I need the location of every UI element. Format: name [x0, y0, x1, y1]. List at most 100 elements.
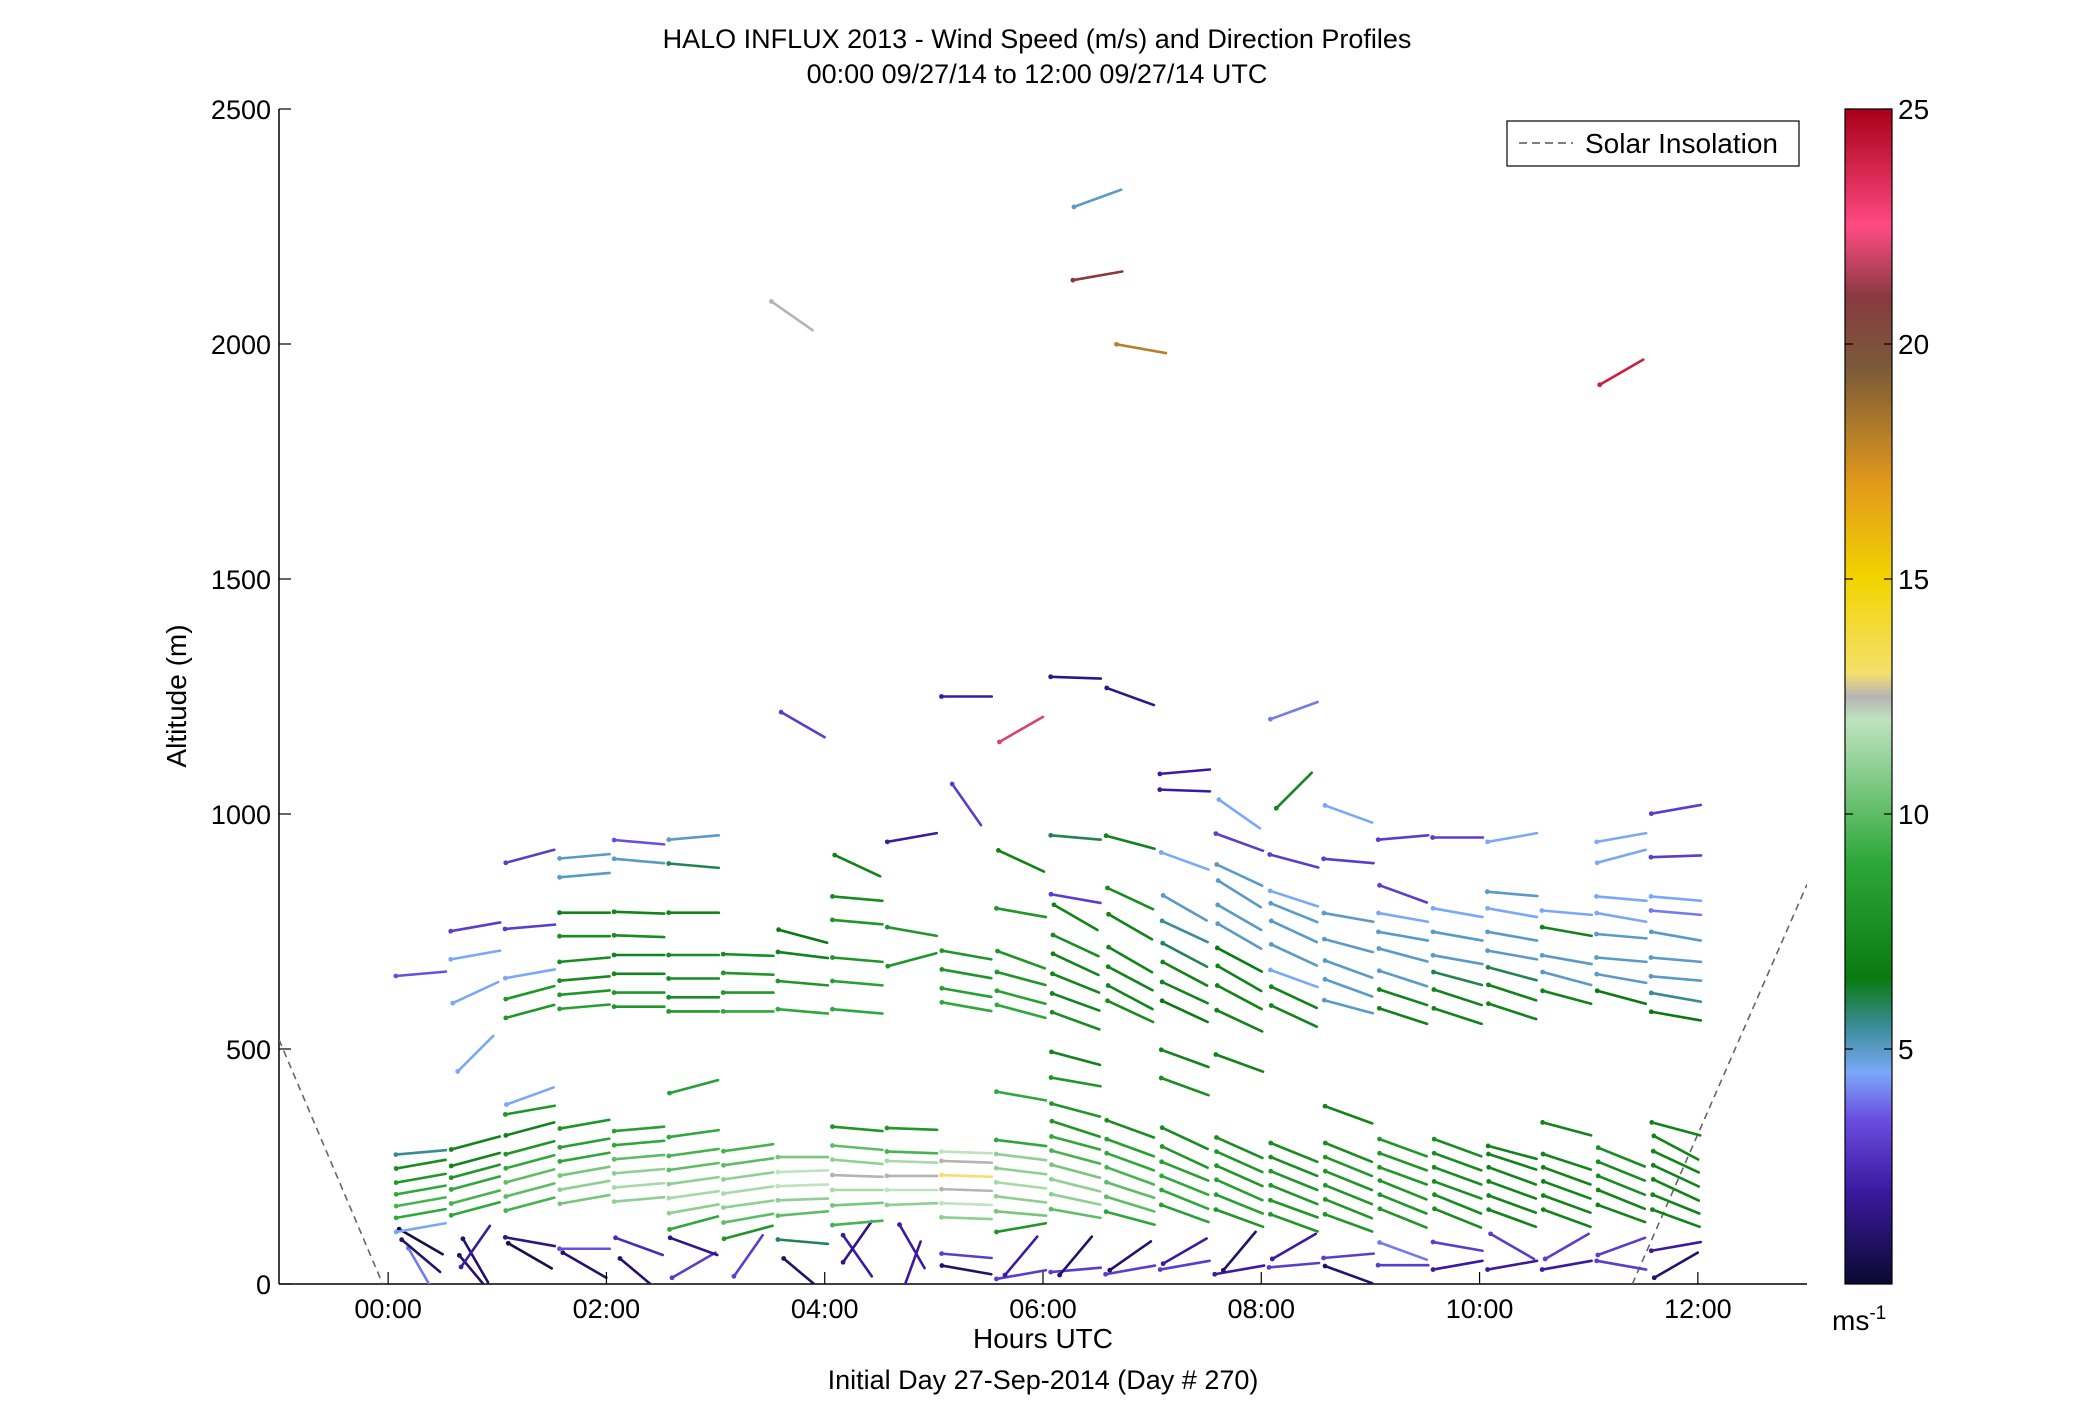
wind-vector-tail	[1651, 1275, 1657, 1281]
wind-vector-tail	[1322, 1211, 1328, 1217]
colorbar-tick-label: 20	[1898, 329, 1929, 360]
wind-vector-tail	[1594, 971, 1600, 977]
wind-vector-tail	[1159, 918, 1165, 924]
wind-vector-tail	[775, 978, 781, 984]
wind-vector	[1050, 1163, 1102, 1179]
wind-vector-tail	[1648, 894, 1654, 899]
wind-vector-tail	[611, 1170, 617, 1176]
wind-vector-tail	[560, 1250, 566, 1256]
wind-vector	[831, 979, 884, 987]
wind-vector-tail	[503, 1151, 509, 1157]
wind-vector	[1540, 1259, 1593, 1271]
wind-vector-tail	[557, 1006, 562, 1012]
wind-vector	[558, 989, 611, 997]
wind-vector-tail	[1104, 1117, 1110, 1123]
wind-vector	[1105, 1166, 1156, 1186]
wind-vector-tail	[1377, 1150, 1382, 1156]
wind-vector-tail	[666, 861, 672, 866]
wind-vector-tail	[830, 1143, 835, 1148]
wind-vector	[1049, 1076, 1102, 1088]
wind-vector	[1158, 788, 1212, 793]
y-axis-ticks: 0 500 1000 1500 2000 2500	[211, 95, 291, 1300]
wind-vector-tail	[939, 1158, 944, 1164]
wind-vector	[394, 1221, 447, 1234]
wind-vector	[1595, 895, 1648, 903]
wind-vector	[777, 928, 829, 944]
wind-vector-tail	[993, 1137, 999, 1143]
wind-vector-tail	[1049, 1118, 1055, 1124]
wind-vector	[400, 1238, 442, 1274]
wind-vector-tail	[1268, 1182, 1274, 1188]
legend-solar-label: Solar Insolation	[1585, 128, 1778, 159]
wind-vector	[504, 1154, 556, 1170]
wind-vector-tail	[1268, 1211, 1273, 1217]
wind-vector-tail	[721, 1220, 726, 1225]
wind-vector-tail	[1159, 1144, 1165, 1149]
chart-title: HALO INFLUX 2013 - Wind Speed (m/s) and …	[663, 24, 1412, 54]
wind-vector-tail	[1377, 1136, 1382, 1142]
wind-vector-tail	[1105, 885, 1110, 891]
wind-vector	[1160, 1145, 1209, 1170]
wind-vector	[1107, 945, 1154, 974]
wind-vector	[561, 1251, 608, 1280]
colorbar-unit: ms-1	[1832, 1303, 1886, 1336]
x-tick-label: 08:00	[1227, 1294, 1295, 1324]
wind-vector-tail	[1377, 882, 1382, 888]
wind-vector-tail	[1049, 1162, 1054, 1168]
wind-vector-tail	[1430, 952, 1436, 958]
wind-vector	[831, 1201, 884, 1207]
wind-vector	[612, 910, 666, 915]
wind-vector-tail	[503, 1165, 509, 1171]
wind-vector-tail	[1048, 891, 1054, 897]
wind-vector	[1377, 988, 1429, 1007]
wind-vector-tail	[1431, 1136, 1437, 1142]
wind-vector-tail	[994, 1002, 1000, 1008]
wind-vector-tail	[1430, 1239, 1436, 1245]
wind-vector	[1323, 937, 1375, 954]
wind-vector	[1216, 964, 1263, 993]
wind-vector	[504, 1104, 557, 1116]
legend-box	[1506, 120, 1800, 167]
wind-vector	[782, 1257, 817, 1284]
wind-vector	[1651, 1178, 1701, 1202]
wind-vector-tail	[667, 1235, 673, 1241]
wind-vector	[1378, 1166, 1429, 1186]
wind-vector	[504, 1121, 556, 1137]
wind-vector-tail	[1377, 1192, 1383, 1198]
wind-vector-tail	[1103, 833, 1109, 839]
wind-vector-tail	[458, 1264, 464, 1270]
wind-vector-tail	[1540, 1193, 1546, 1198]
wind-vector-tail	[994, 1276, 999, 1282]
wind-vector	[1269, 1141, 1319, 1164]
wind-vector	[1050, 1050, 1102, 1067]
wind-vector-tail	[502, 926, 508, 932]
wind-vector-tail	[611, 1156, 617, 1162]
wind-vector-tail	[721, 1162, 726, 1168]
wind-vector-tail	[503, 1179, 509, 1185]
wind-vector	[612, 838, 666, 846]
wind-vector-tail	[1104, 685, 1110, 691]
wind-vector	[1106, 965, 1154, 992]
wind-vector-tail	[1070, 277, 1076, 283]
wind-vector	[1159, 1076, 1210, 1097]
wind-vector	[721, 952, 775, 958]
wind-vector-tail	[393, 1166, 399, 1171]
wind-vector	[558, 1165, 611, 1177]
wind-vector	[1650, 1121, 1702, 1137]
wind-vector	[397, 1227, 444, 1256]
wind-vector-tail	[1103, 1209, 1109, 1215]
wind-vector	[670, 1251, 717, 1280]
colorbar: 5 10 15 20 25 ms-1	[1832, 94, 1929, 1336]
wind-vector-tail	[939, 1200, 944, 1206]
wind-vector-tail	[1159, 1125, 1165, 1131]
wind-vector-tail	[939, 967, 945, 972]
wind-vector	[558, 1118, 611, 1130]
wind-vector-tail	[1486, 982, 1491, 988]
wind-vector	[1269, 919, 1319, 944]
wind-vector-tail	[1650, 1148, 1656, 1154]
wind-vector	[722, 1212, 775, 1224]
wind-vector	[1596, 1188, 1647, 1211]
x-tick-label: 06:00	[1009, 1294, 1077, 1324]
wind-vector	[1158, 768, 1212, 776]
wind-vector-tail	[949, 781, 955, 787]
